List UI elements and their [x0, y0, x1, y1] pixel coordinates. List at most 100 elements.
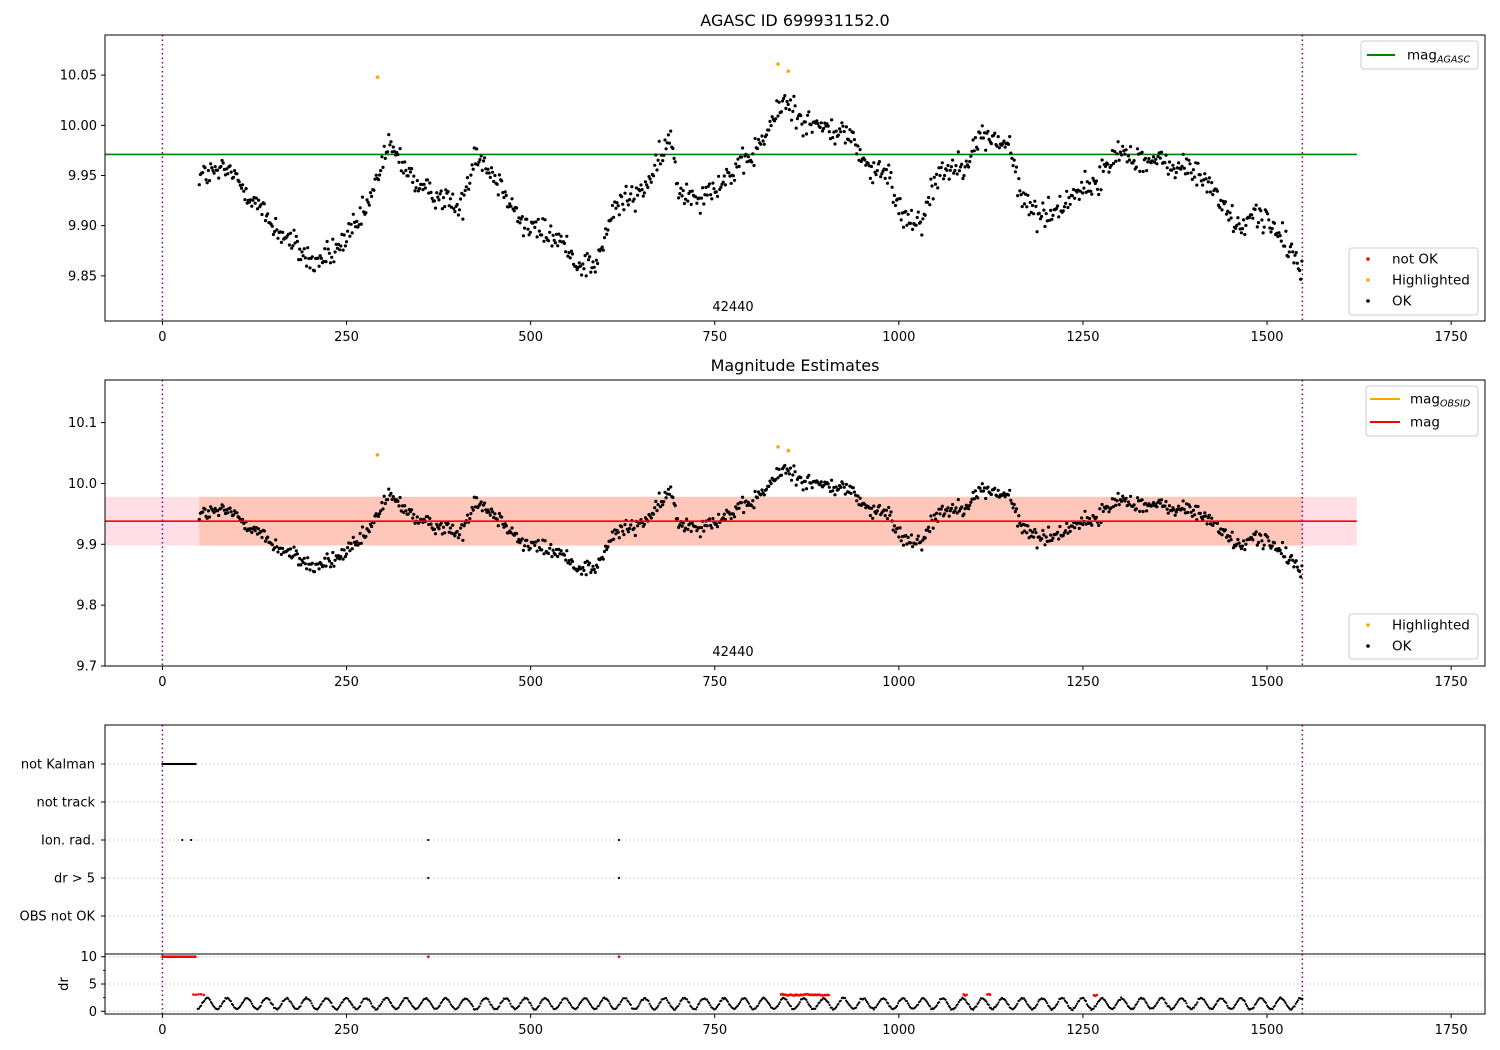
- panel1-ok-point: [707, 182, 712, 186]
- panel1-ok-point: [617, 213, 621, 217]
- panel2-ok-point: [888, 513, 892, 517]
- panel4-dr-point: [369, 1000, 372, 1003]
- panel4-dr-point: [1146, 1004, 1149, 1007]
- panel4-dr-point: [837, 1002, 840, 1005]
- panel1-ok-point: [493, 173, 497, 178]
- panel4-dr-point: [471, 1005, 474, 1008]
- panel4-dr-point: [380, 1002, 383, 1006]
- panel1-ok-point: [1032, 212, 1036, 216]
- panel1-ok-point: [1230, 204, 1234, 208]
- panel2-ok-point: [275, 545, 279, 549]
- panel1-ok-point: [1018, 189, 1022, 193]
- panel1-ok-point: [624, 184, 628, 188]
- panel2-ok-point: [303, 562, 307, 566]
- panel2-ok-point: [623, 523, 627, 527]
- panel4-dr-point: [1283, 1000, 1286, 1003]
- panel2-ok-point: [929, 514, 933, 518]
- panel2-ok-point: [868, 514, 873, 518]
- panel1-legend-subscript: AGASC: [1436, 55, 1470, 66]
- panel4-dr-point: [1256, 1000, 1259, 1003]
- panel1-ok-point: [1272, 221, 1277, 225]
- panel1-ok-point: [1179, 167, 1183, 171]
- panel4-xtick-label: 0: [158, 1023, 166, 1038]
- panel4-dr-point: [659, 1000, 662, 1004]
- panel4-dr-point: [1254, 1002, 1258, 1005]
- panel4-dr-point: [863, 997, 867, 1000]
- panel2-ok-point: [1207, 513, 1211, 517]
- panel4-dr-point: [839, 999, 842, 1002]
- panel1-ok-point: [273, 230, 277, 234]
- panel1-ok-point: [594, 258, 599, 262]
- panel2-ok-point: [616, 530, 620, 534]
- panel1-ok-point: [379, 169, 383, 173]
- panel1-ok-point: [979, 136, 983, 140]
- panel2-ok-point: [769, 482, 773, 486]
- panel2-ok-point: [1101, 509, 1105, 513]
- panel1-ok-point: [1280, 221, 1285, 225]
- panel4-dr-point: [820, 998, 824, 1001]
- panel4-dr-point: [299, 1005, 302, 1008]
- panel1-ok-point: [428, 181, 432, 185]
- panel1-ok-point: [592, 265, 596, 269]
- panel2-ok-point: [387, 487, 391, 491]
- panel1-ok-point: [448, 197, 452, 201]
- panel1-legend-lower-label: Highlighted: [1392, 273, 1470, 289]
- panel1-ok-point: [349, 222, 353, 226]
- panel4-dr-point: [322, 999, 325, 1002]
- panel4-dr-point: [686, 998, 689, 1001]
- panel1-ok-point: [866, 161, 870, 165]
- panel4-dr-red-point: [965, 993, 968, 997]
- panel4-dr-point: [203, 999, 206, 1003]
- panel4-dr-point: [197, 1007, 200, 1010]
- panel4-dr-point: [736, 1004, 740, 1007]
- panel2-ok-point: [549, 542, 553, 547]
- panel2-ok-point: [398, 495, 402, 500]
- panel4-dr-point: [926, 1002, 930, 1005]
- panel2-ok-point: [893, 530, 898, 534]
- panel1-ok-point: [589, 270, 593, 274]
- panel2-ok-point: [675, 517, 680, 521]
- panel2-ok-point: [1035, 546, 1039, 550]
- panel2-ok-point: [553, 553, 558, 557]
- panel2-ok-point: [412, 512, 416, 516]
- panel1-ok-point: [551, 233, 555, 237]
- panel1-ok-point: [1008, 135, 1012, 139]
- panel4-dr-point: [490, 1004, 493, 1007]
- panel2-ok-point: [843, 492, 847, 496]
- panel4-dr-red-point: [199, 993, 203, 996]
- panel4-dr-point: [805, 998, 808, 1002]
- panel4-dr-point: [271, 1003, 274, 1006]
- panel3-flag-label: Ion. rad.: [41, 834, 95, 849]
- panel2-ok-point: [526, 544, 530, 549]
- panel1-ok-point: [485, 171, 489, 175]
- panel1-ok-point: [734, 162, 738, 166]
- panel1-ok-point: [986, 129, 990, 133]
- panel1-ok-point: [253, 201, 257, 205]
- panel4-dr-point: [739, 1001, 742, 1004]
- panel2-ok-point: [1106, 505, 1110, 509]
- panel2-ok-point: [818, 483, 822, 487]
- panel2-ok-point: [551, 548, 555, 552]
- panel2-ok-point: [841, 482, 845, 486]
- panel2-ok-point: [1046, 525, 1051, 529]
- panel2-ok-point: [580, 572, 584, 576]
- panel2-ok-point: [681, 521, 685, 525]
- panel2-ok-point: [927, 525, 931, 529]
- panel4-dr-point: [814, 1007, 817, 1011]
- panel2-ok-point: [953, 509, 957, 513]
- panel1-ok-point: [1253, 207, 1257, 212]
- panel1-ok-point: [997, 146, 1002, 150]
- panel4-dr-point: [895, 1004, 899, 1008]
- panel2-ok-point: [257, 527, 261, 531]
- panel1-ok-point: [331, 237, 335, 241]
- panel2-ok-point: [493, 512, 497, 516]
- panel2-ok-point: [655, 509, 659, 513]
- panel4-dr-point: [570, 1004, 573, 1007]
- panel2-ok-point: [471, 508, 475, 512]
- panel2-ok-point: [943, 512, 947, 516]
- panel2-xtick-label: 1000: [882, 675, 915, 690]
- panel1-ok-point: [664, 147, 668, 151]
- panel4-dr-point: [448, 1000, 451, 1004]
- panel2-ok-point: [270, 543, 274, 547]
